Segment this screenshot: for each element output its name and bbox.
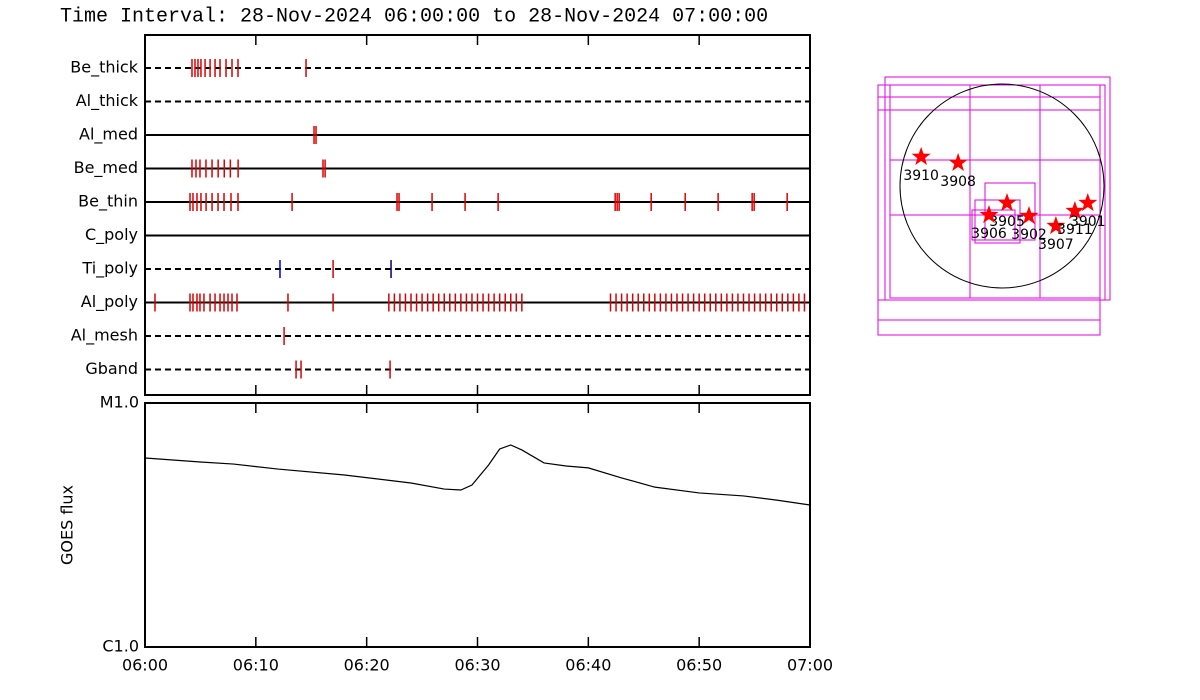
goes-curve <box>144 444 811 506</box>
region-label: 3910 <box>903 168 939 184</box>
region-label: 3905 <box>989 214 1025 230</box>
row-label: Al_thick <box>76 91 139 111</box>
region-label: 3906 <box>971 226 1007 242</box>
x-tick-label: 06:20 <box>344 656 390 675</box>
x-tick-label: 06:10 <box>233 656 279 675</box>
y-tick-label: C1.0 <box>102 637 139 656</box>
region-label: 3908 <box>940 174 976 190</box>
row-label: Be_thick <box>70 58 138 78</box>
row-label: Ti_poly <box>81 259 138 279</box>
plot-layer: Be_thick Al_thick Al_med Be_med Be_thin C_pol… <box>58 35 1106 675</box>
fov-boxes <box>877 76 1111 336</box>
y-axis-label: GOES flux <box>58 485 77 565</box>
row-label: C_poly <box>85 225 138 245</box>
row-label: Gband <box>85 359 138 378</box>
row-label: Al_poly <box>81 292 138 312</box>
row-label: Be_med <box>74 158 138 178</box>
row-label: Al_med <box>79 125 138 145</box>
region-star <box>997 193 1017 212</box>
region-star <box>911 146 931 165</box>
region-label: 3911 <box>1057 222 1093 238</box>
title: Time Interval: 28-Nov-2024 06:00:00 to 2… <box>60 5 768 28</box>
region-star <box>1065 201 1085 220</box>
region-star <box>1078 193 1098 212</box>
region-star <box>979 205 999 224</box>
x-tick-label: 06:00 <box>122 656 168 675</box>
y-tick-label: M1.0 <box>100 393 139 412</box>
x-tick-label: 06:30 <box>454 656 500 675</box>
region-label: 3907 <box>1038 237 1074 253</box>
x-tick-label: 06:40 <box>565 656 611 675</box>
x-tick-label: 06:50 <box>676 656 722 675</box>
row-label: Be_thin <box>78 192 138 212</box>
region-label: 3901 <box>1070 214 1106 230</box>
region-star <box>1019 206 1039 225</box>
region-label: 3902 <box>1011 227 1047 243</box>
row-label: Al_mesh <box>71 326 138 346</box>
region-star <box>948 152 968 171</box>
x-tick-label: 07:00 <box>787 656 833 675</box>
solar-disk <box>899 83 1105 289</box>
region-star <box>1046 216 1066 235</box>
